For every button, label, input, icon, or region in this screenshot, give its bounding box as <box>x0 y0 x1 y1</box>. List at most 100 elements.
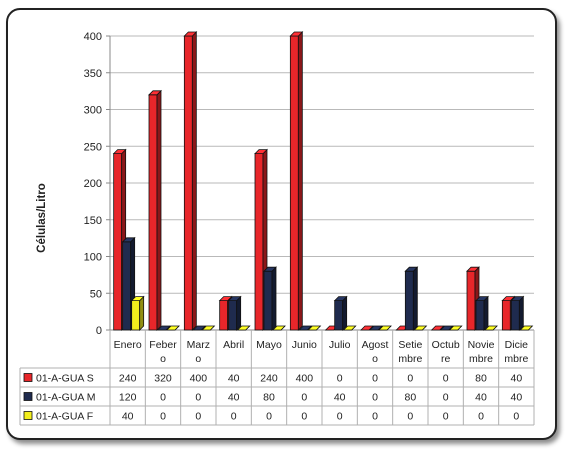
bar-side <box>156 89 162 331</box>
bar-top <box>519 325 534 331</box>
bar-01-A-GUA-M-2 <box>192 325 207 331</box>
bar-top <box>201 325 216 331</box>
bar-top <box>130 296 145 302</box>
category-label: Mayo <box>256 339 282 351</box>
bar-front <box>466 270 476 331</box>
data-label: 320 <box>154 373 172 385</box>
data-label: 40 <box>228 392 240 404</box>
bar-top <box>227 296 242 302</box>
bar-01-A-GUA-F-8 <box>413 325 428 331</box>
bar-01-A-GUA-S-7 <box>360 325 374 331</box>
data-label: 0 <box>160 392 166 404</box>
bar-top <box>333 296 348 302</box>
y-tick-label: 150 <box>84 215 102 227</box>
category-label: Junio <box>292 339 317 351</box>
legend-label: 01-A-GUA S <box>36 373 94 385</box>
category-label: Enero <box>114 339 142 351</box>
bar-top <box>112 149 127 155</box>
bar-01-A-GUA-F-0 <box>130 295 145 331</box>
category-label: Julio <box>329 339 351 351</box>
category-label: Dicie mbre <box>504 339 528 365</box>
bar-01-A-GUA-F-5 <box>307 325 322 331</box>
data-label: 0 <box>372 392 378 404</box>
bar-top <box>360 325 374 331</box>
bar-front <box>113 153 123 331</box>
data-label: 0 <box>478 411 484 423</box>
data-label: 40 <box>228 373 240 385</box>
data-label: 0 <box>195 392 201 404</box>
bar-01-A-GUA-M-7 <box>369 325 383 331</box>
bar-01-A-GUA-M-5 <box>298 325 313 331</box>
bar-01-A-GUA-F-9 <box>448 325 463 331</box>
bar-side <box>236 295 242 331</box>
bar-top <box>166 325 180 331</box>
bar-top <box>121 237 136 243</box>
bar-front <box>131 300 141 331</box>
bar-front <box>475 300 485 331</box>
y-tick-label: 250 <box>84 141 102 153</box>
bar-top <box>439 325 454 331</box>
bar-01-A-GUA-S-9 <box>430 325 445 331</box>
bar-01-A-GUA-S-5 <box>289 31 304 331</box>
category-label: Agost o <box>362 339 389 365</box>
bar-top <box>501 296 516 302</box>
y-tick-label: 350 <box>84 68 102 80</box>
y-tick-label: 200 <box>84 178 102 190</box>
bar-front <box>219 300 229 331</box>
bar-top <box>157 325 171 331</box>
bar-top <box>378 325 392 331</box>
bar-front <box>254 153 264 331</box>
data-label: 0 <box>337 411 343 423</box>
bar-top <box>413 325 428 331</box>
bar-01-A-GUA-M-3 <box>227 295 242 331</box>
bar-top <box>466 266 480 272</box>
data-label: 0 <box>443 392 449 404</box>
category-label: Feber o <box>149 339 177 365</box>
y-tick-label: 100 <box>84 252 102 264</box>
bar-top <box>192 325 207 331</box>
legend-swatch <box>23 411 33 420</box>
category-label: Novie mbre <box>468 339 495 365</box>
bar-side <box>297 31 303 331</box>
data-label: 0 <box>443 373 449 385</box>
data-label: 0 <box>231 411 237 423</box>
y-tick-label: 50 <box>90 288 102 300</box>
bar-top <box>369 325 383 331</box>
bar-side <box>191 31 197 331</box>
data-label: 40 <box>510 392 522 404</box>
legend-label: 01-A-GUA M <box>36 392 96 404</box>
data-label: 0 <box>407 373 413 385</box>
bar-top <box>307 325 322 331</box>
bar-front <box>289 35 299 331</box>
bar-front <box>334 300 344 331</box>
bar-01-A-GUA-S-2 <box>183 31 198 331</box>
data-label: 240 <box>119 373 137 385</box>
data-label: 0 <box>372 411 378 423</box>
bar-side <box>271 266 277 331</box>
data-label: 240 <box>260 373 278 385</box>
data-label: 80 <box>475 373 487 385</box>
data-label: 40 <box>475 392 487 404</box>
bar-01-A-GUA-M-1 <box>157 325 171 331</box>
bar-side <box>139 295 145 331</box>
bar-top <box>236 325 251 331</box>
bar-side <box>342 295 348 331</box>
y-tick-label: 0 <box>96 325 102 337</box>
data-label: 400 <box>296 373 314 385</box>
bar-01-A-GUA-F-11 <box>519 325 534 331</box>
bar-front <box>501 300 511 331</box>
legend-swatch <box>23 392 33 401</box>
data-label: 0 <box>160 411 166 423</box>
bar-side <box>518 295 524 331</box>
bar-top <box>218 296 233 302</box>
y-tick-label: 300 <box>84 105 102 117</box>
category-label: Abril <box>223 339 244 351</box>
bar-top <box>430 325 445 331</box>
legend-label: 01-A-GUA F <box>36 411 93 423</box>
bar-top <box>263 266 277 272</box>
data-label: 0 <box>195 411 201 423</box>
data-label: 0 <box>337 373 343 385</box>
bar-01-A-GUA-M-9 <box>439 325 454 331</box>
data-label: 400 <box>190 373 208 385</box>
